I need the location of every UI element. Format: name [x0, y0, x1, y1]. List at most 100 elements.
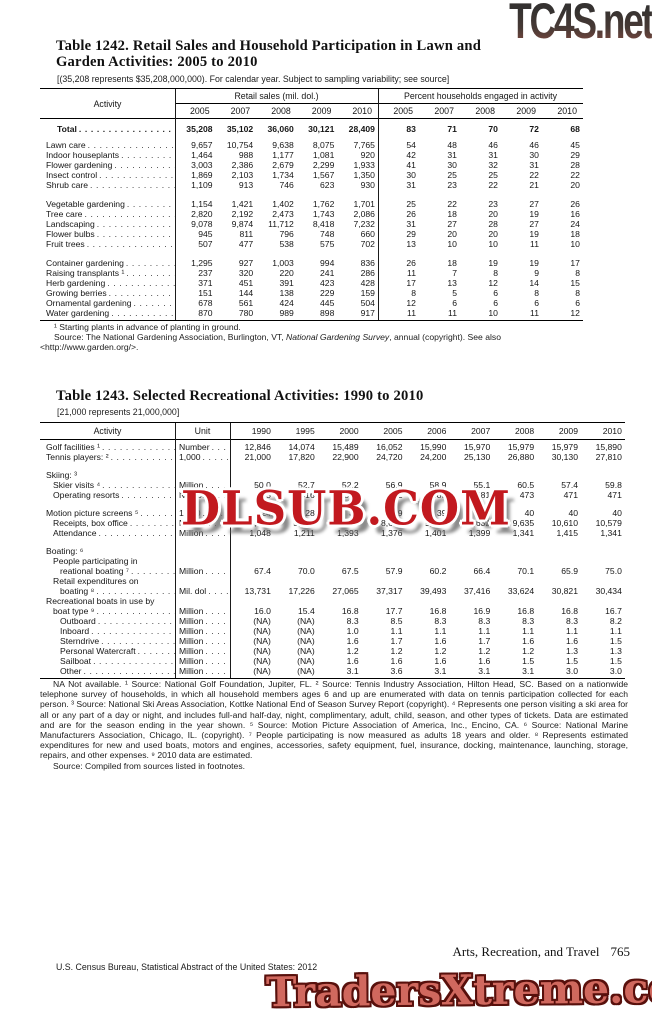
value-cell: 25,130	[463, 452, 491, 462]
percent-households-cell: 8	[493, 268, 498, 278]
dot-leader	[132, 298, 175, 308]
retail-sales-cell: 424	[279, 298, 294, 308]
unit-text: Mil. dol	[179, 586, 207, 596]
row-label-text: Skiing: ³	[46, 470, 78, 480]
percent-households-cell: 18	[447, 209, 457, 219]
percent-households-cell: 10	[447, 239, 457, 249]
row-label-text: People participating in	[53, 556, 138, 566]
value-cell: 1.7	[390, 636, 403, 646]
retail-sales-cell: 144	[238, 288, 254, 298]
percent-households-cell: 46	[488, 140, 498, 150]
value-cell: 67.5	[341, 566, 359, 576]
year-header: 2000	[339, 426, 359, 436]
table-1243-unit-divider	[230, 423, 231, 678]
retail-sales-cell: 9,078	[191, 219, 213, 229]
retail-sales-cell: 1,402	[272, 199, 294, 209]
value-cell: 503	[344, 490, 359, 500]
value-cell: 15,890	[595, 442, 622, 452]
row-label: Container gardening	[40, 258, 175, 268]
row-label-text: Flower bulbs	[46, 229, 95, 239]
dot-leader	[85, 239, 175, 249]
value-cell: 33,624	[507, 586, 535, 596]
value-cell: 57.4	[561, 480, 578, 490]
dot-leader	[95, 229, 175, 239]
source-url: <http://www.garden.org/>.	[40, 342, 139, 353]
dot-leader	[203, 606, 230, 616]
unit-text: Number	[179, 442, 210, 452]
value-cell: (NA)	[253, 656, 271, 666]
column-group-percent-households: Percent households engaged in activity	[378, 89, 583, 104]
row-label: Outboard	[40, 616, 175, 626]
percent-households-cell: 6	[534, 298, 539, 308]
retail-sales-cell: 241	[320, 268, 335, 278]
percent-households-cell: 20	[488, 209, 498, 219]
row-label-text: Retail expenditures on	[53, 576, 139, 586]
percent-households-cell: 20	[447, 229, 457, 239]
row-label: People participating in reational boating…	[40, 556, 175, 576]
dot-leader	[96, 528, 175, 538]
retail-sales-cell: 1,743	[312, 209, 335, 219]
value-cell: 65.9	[561, 566, 578, 576]
unit-text: Million	[179, 626, 204, 636]
row-label-line: People participating in	[40, 556, 175, 566]
percent-households-cell: 72	[529, 124, 539, 134]
value-cell: 1.6	[434, 656, 447, 666]
retail-sales-cell: 2,820	[191, 209, 213, 219]
value-cell: 37,317	[376, 586, 403, 596]
table-row: Skier visits ⁴ Million 50.0 52.7 52.2 56.9 58.…	[40, 480, 625, 490]
row-label-line: Other	[40, 666, 175, 676]
retail-sales-cell: 1,464	[191, 150, 213, 160]
value-cell: 40	[480, 508, 491, 518]
retail-sales-cell: 748	[320, 229, 335, 239]
percent-households-cell: 28	[488, 219, 498, 229]
unit-text: Mil. dol	[179, 518, 207, 528]
census-credit-line: U.S. Census Bureau, Statistical Abstract…	[56, 962, 318, 972]
row-label: Vegetable gardening	[40, 199, 175, 209]
percent-households-cell: 54	[406, 140, 416, 150]
retail-sales-cell: 9,874	[231, 219, 254, 229]
table-1242-year-headers: 2005 2007 2008 2009 2010 2005 2007 2008 2009 2010	[175, 104, 583, 118]
year-header: 2008	[475, 106, 495, 116]
retail-sales-cell: 1,701	[353, 199, 375, 209]
percent-households-cell: 11	[530, 239, 539, 249]
percent-households-cell: 5	[452, 288, 457, 298]
row-label-text: Landscaping	[46, 219, 95, 229]
row-label: Boating: ⁶	[40, 546, 175, 556]
table-row: People participating in reational boating…	[40, 556, 625, 576]
value-cell: 1.5	[522, 656, 535, 666]
value-cell: 8.3	[346, 616, 359, 626]
value-cell: 15,979	[507, 442, 535, 452]
year-header: 1995	[295, 426, 315, 436]
table-row: Receipts, box office Mil. dol 4,426 5,265 7,…	[40, 518, 625, 528]
year-header: 2009	[558, 426, 578, 436]
table-1243-header: Activity Unit 1990 1995 2000 2005 2006 2007 20…	[40, 423, 625, 440]
value-cell: 8.3	[434, 616, 447, 626]
table-1242-stub-divider	[175, 89, 176, 320]
table-row: Inboard Million (NA) (NA) 1.0 1.1 1.1 1.1 1.1 1.1…	[40, 626, 625, 636]
row-label: Shrub care	[40, 180, 175, 190]
row-label-text: Indoor houseplants	[46, 150, 120, 160]
value-cell: 1.6	[346, 656, 359, 666]
row-label: Operating resorts	[40, 490, 175, 500]
table-1243-body: Golf facilities ¹ Number 12,846 14,074 15,48…	[40, 440, 625, 678]
row-label-line: boat type ⁹	[40, 606, 175, 616]
row-label-text: Attendance	[53, 528, 97, 538]
value-cell: 60.2	[429, 566, 447, 576]
dot-leader	[119, 490, 175, 500]
footnotes-paragraph: NA Not available. ¹ Source: National Gol…	[40, 679, 628, 761]
percent-households-cell: 41	[406, 160, 416, 170]
row-label-line: Inboard	[40, 626, 175, 636]
unit-cell: Million	[175, 666, 230, 676]
percent-households-cell: 31	[488, 150, 498, 160]
unit-cell: Number	[175, 490, 230, 500]
value-cell: 16.0	[254, 606, 271, 616]
value-cell: 39	[392, 508, 403, 518]
value-cell: (NA)	[297, 626, 315, 636]
table-1242: Activity Retail sales (mil. dol.) Percen…	[40, 88, 583, 321]
row-label-text: Sailboat	[60, 656, 92, 666]
value-cell: 22,900	[332, 452, 359, 462]
row-label-text: Boating: ⁶	[46, 546, 84, 556]
percent-households-cell: 19	[529, 229, 539, 239]
row-label-text: Shrub care	[46, 180, 89, 190]
